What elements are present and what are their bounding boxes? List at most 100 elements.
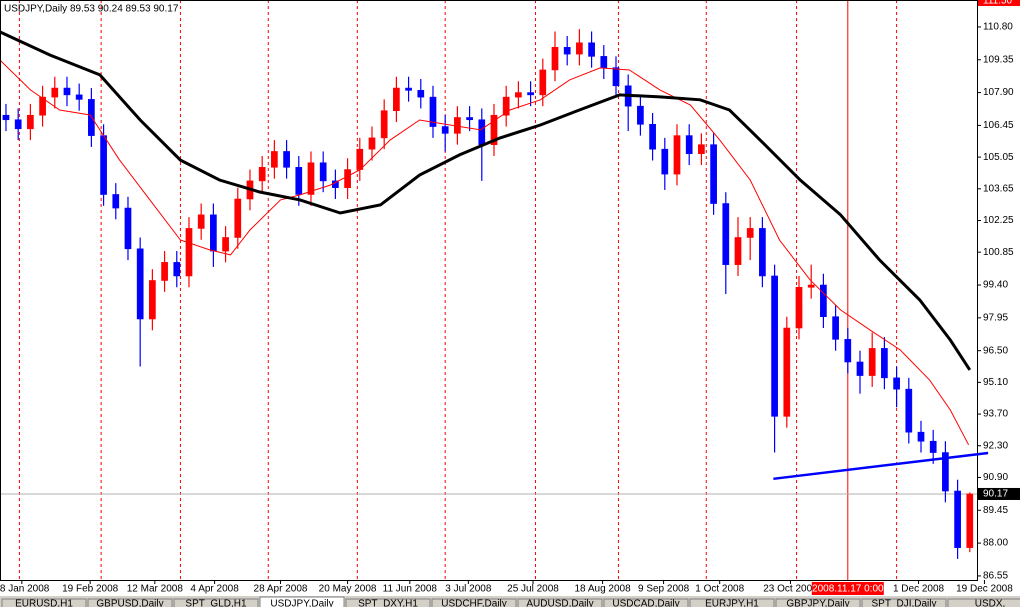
tab-label[interactable]: AUDUSD,Daily — [526, 599, 593, 607]
candle-body — [551, 47, 559, 71]
candle-body — [210, 214, 217, 252]
tab[interactable] — [173, 598, 259, 607]
tab-label[interactable]: EURJPY,H1 — [705, 599, 759, 607]
plot-area — [0, 0, 977, 580]
top-label-bg — [978, 0, 1020, 6]
candle-body — [283, 151, 290, 168]
tab-label[interactable]: EURUSD,H1 — [15, 599, 73, 607]
x-tick-label: 19 Dec 2008 — [956, 584, 1013, 595]
candle-body — [637, 105, 644, 125]
last-price-label: 90.17 — [983, 489, 1008, 500]
candle-body — [344, 169, 351, 188]
candle-body — [783, 327, 791, 417]
x-tick-label: 3 Jul 2008 — [445, 584, 492, 595]
tab-label[interactable]: USDCHF,Daily — [441, 599, 507, 607]
candle-body — [856, 361, 864, 376]
tab[interactable] — [861, 598, 947, 607]
tab[interactable] — [259, 596, 345, 607]
candle-body — [685, 135, 693, 155]
y-tick-label: 109.35 — [983, 54, 1014, 65]
candle-body — [905, 388, 913, 433]
crosshair-label: 2008.11.17 0:00 — [812, 584, 884, 595]
candle-body — [539, 69, 547, 96]
tab[interactable] — [775, 598, 861, 607]
candle-body — [63, 87, 71, 96]
candle-body — [649, 123, 656, 150]
chart-title: USDJPY,Daily 89.53 90.24 89.53 90.17 — [4, 4, 179, 15]
y-tick-label: 106.45 — [983, 120, 1014, 131]
tab[interactable] — [689, 598, 775, 607]
candle-body — [966, 493, 974, 548]
candle-body — [234, 198, 242, 238]
tab-label[interactable]: USDJPY,Daily — [270, 599, 333, 607]
x-tick-label: 25 Jul 2008 — [507, 584, 559, 595]
tab-label[interactable]: USDX, — [975, 599, 1006, 607]
moving-average — [0, 59, 970, 446]
x-tick-label: 1 Dec 2008 — [893, 584, 945, 595]
y-tick-label: 89.45 — [983, 505, 1008, 516]
candle-body — [917, 431, 925, 442]
tab[interactable] — [87, 598, 173, 607]
tab[interactable] — [431, 598, 517, 607]
tab-label[interactable]: SPT_DXY,H1 — [358, 599, 418, 607]
tab-label[interactable]: USDCAD,Daily — [612, 599, 679, 607]
y-tick-label: 99.40 — [983, 280, 1008, 291]
y-tick-label: 86.55 — [983, 571, 1008, 582]
candle-body — [710, 144, 717, 204]
tab[interactable] — [517, 598, 603, 607]
y-tick-label: 95.10 — [983, 377, 1008, 388]
tab[interactable] — [603, 598, 689, 607]
tab[interactable] — [1, 598, 87, 607]
y-tick-label: 90.90 — [983, 472, 1008, 483]
x-tick-label: 11 Jun 2008 — [383, 584, 438, 595]
tab-label[interactable]: SPT_DJI,Daily — [871, 599, 936, 607]
last-price-bg — [978, 487, 1020, 500]
candle-body — [307, 162, 315, 195]
candle-body — [588, 42, 595, 57]
candle-body — [380, 110, 388, 139]
tab[interactable] — [947, 598, 1020, 607]
candle-body — [929, 440, 937, 453]
x-tick-label: 20 May 2008 — [319, 584, 377, 595]
candle-body — [576, 42, 583, 55]
candle-body — [612, 67, 620, 87]
candle-body — [136, 248, 144, 320]
x-tick-label: 18 Aug 2008 — [574, 584, 631, 595]
plot-frame — [0, 0, 978, 581]
candle-body — [356, 148, 364, 170]
candle-body — [39, 96, 46, 116]
top-label: 111.50 — [983, 0, 1013, 7]
tab-label[interactable]: SPT_GLD,H1 — [185, 599, 247, 607]
tab[interactable] — [345, 598, 431, 607]
tab-label[interactable]: GBPUSD,Daily — [96, 599, 163, 607]
y-tick-label: 96.50 — [983, 345, 1008, 356]
candle-body — [490, 114, 498, 145]
candle-body — [393, 87, 400, 112]
candle-body — [722, 203, 730, 265]
candle-body — [441, 126, 449, 134]
tab-label[interactable]: GBPJPY,Daily — [786, 599, 849, 607]
candle-body — [502, 96, 510, 116]
candle-body — [868, 348, 876, 376]
moving-average — [0, 30, 972, 371]
candle-body — [100, 135, 107, 195]
candle-body — [429, 96, 437, 127]
candle-body — [771, 275, 778, 417]
candle-body — [734, 237, 742, 265]
candle-body — [515, 92, 522, 98]
candle-body — [197, 214, 205, 229]
y-tick-label: 103.65 — [983, 183, 1014, 194]
candle-body — [881, 348, 888, 379]
candle-body — [820, 284, 827, 318]
x-tick-label: 28 Jan 2008 — [0, 584, 50, 595]
candle-body — [478, 119, 486, 145]
candle-body — [942, 452, 949, 492]
candle-body — [527, 92, 534, 96]
x-tick-label: 4 Apr 2008 — [190, 584, 239, 595]
candle-body — [405, 87, 412, 91]
candle-body — [893, 377, 900, 390]
candle-body — [14, 119, 22, 130]
